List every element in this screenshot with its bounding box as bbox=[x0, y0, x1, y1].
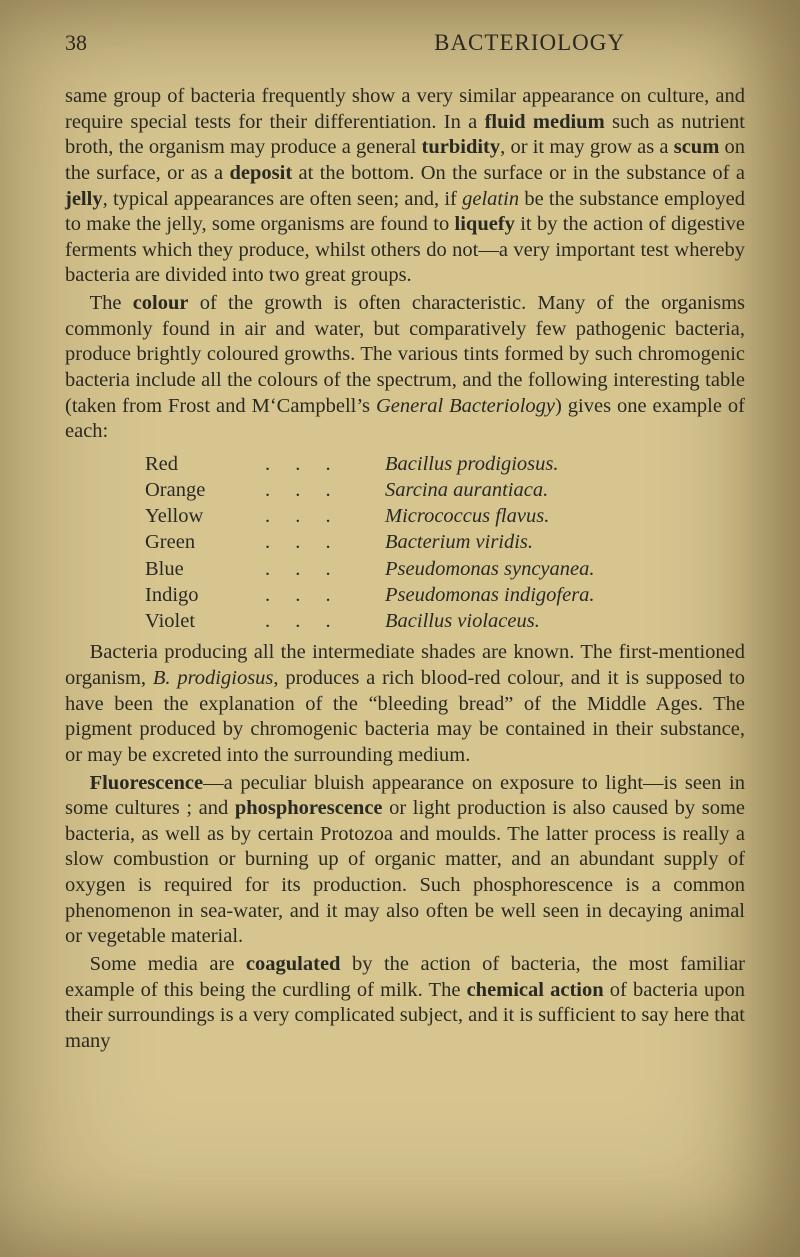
species-name: Sarcina aurantiaca. bbox=[385, 477, 665, 503]
page-header: 38 BACTERIOLOGY bbox=[65, 30, 745, 56]
species-name: Bacillus violaceus. bbox=[385, 608, 665, 634]
colour-name: Green bbox=[145, 529, 265, 555]
colour-table-row: Green. . .Bacterium viridis. bbox=[145, 529, 665, 555]
species-name: Bacterium viridis. bbox=[385, 529, 665, 555]
colour-table: Red. . .Bacillus prodigiosus.Orange. . .… bbox=[145, 451, 665, 635]
leader-dots: . . . bbox=[265, 556, 385, 582]
leader-dots: . . . bbox=[265, 503, 385, 529]
colour-table-row: Yellow. . .Micrococcus flavus. bbox=[145, 503, 665, 529]
paragraph-5: Some media are coagulated by the action … bbox=[65, 952, 745, 1055]
paragraph-1: same group of bacteria frequently show a… bbox=[65, 84, 745, 289]
leader-dots: . . . bbox=[265, 608, 385, 634]
colour-name: Orange bbox=[145, 477, 265, 503]
page-content: 38 BACTERIOLOGY same group of bacteria f… bbox=[65, 30, 745, 1056]
paragraph-2: The colour of the growth is often charac… bbox=[65, 291, 745, 445]
colour-name: Indigo bbox=[145, 582, 265, 608]
colour-name: Blue bbox=[145, 556, 265, 582]
colour-name: Yellow bbox=[145, 503, 265, 529]
leader-dots: . . . bbox=[265, 582, 385, 608]
species-name: Pseudomonas syncyanea. bbox=[385, 556, 665, 582]
species-name: Micrococcus flavus. bbox=[385, 503, 665, 529]
running-head: BACTERIOLOGY bbox=[434, 30, 625, 56]
leader-dots: . . . bbox=[265, 529, 385, 555]
paragraph-4: Fluorescence—a peculiar bluish appearanc… bbox=[65, 771, 745, 950]
colour-name: Red bbox=[145, 451, 265, 477]
colour-table-row: Blue. . .Pseudomonas syncyanea. bbox=[145, 556, 665, 582]
colour-table-row: Orange. . .Sarcina aurantiaca. bbox=[145, 477, 665, 503]
leader-dots: . . . bbox=[265, 477, 385, 503]
colour-table-row: Red. . .Bacillus prodigiosus. bbox=[145, 451, 665, 477]
colour-table-row: Indigo. . .Pseudomonas indigofera. bbox=[145, 582, 665, 608]
colour-name: Violet bbox=[145, 608, 265, 634]
page-number: 38 bbox=[65, 30, 87, 56]
species-name: Pseudomonas indigofera. bbox=[385, 582, 665, 608]
paragraph-3: Bacteria producing all the intermediate … bbox=[65, 640, 745, 768]
colour-table-row: Violet. . .Bacillus violaceus. bbox=[145, 608, 665, 634]
leader-dots: . . . bbox=[265, 451, 385, 477]
species-name: Bacillus prodigiosus. bbox=[385, 451, 665, 477]
